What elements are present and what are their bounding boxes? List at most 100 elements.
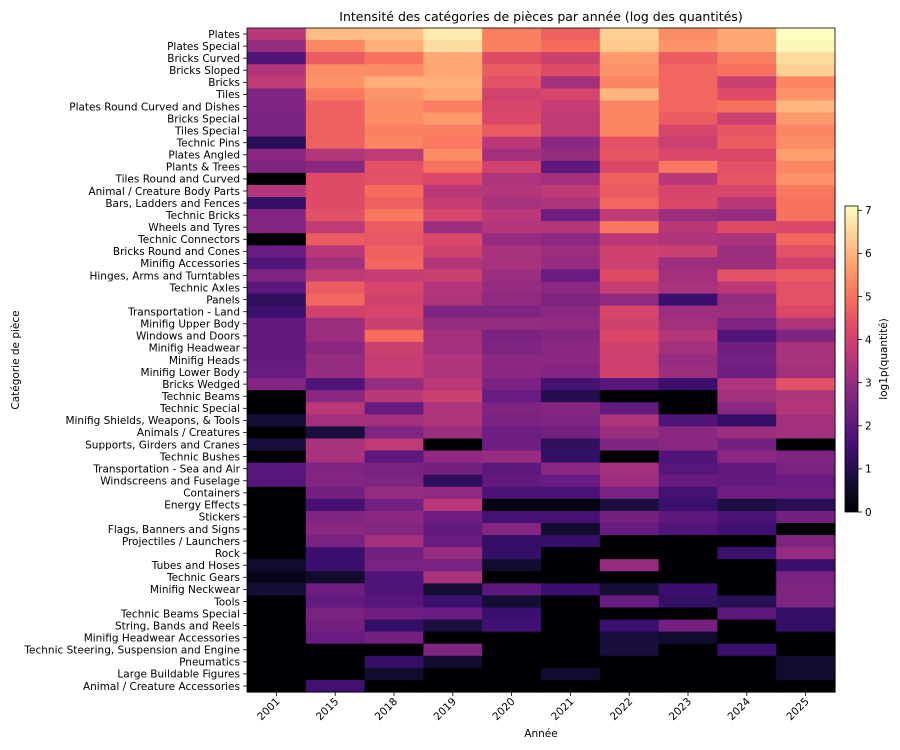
heatmap-cell: [423, 172, 483, 186]
heatmap-cell: [599, 245, 660, 258]
heatmap-cell: [541, 426, 601, 440]
heatmap-cell: [658, 112, 718, 126]
heatmap-cell: [599, 571, 660, 584]
heatmap-cell: [599, 124, 660, 138]
y-tick-label: Flags, Banners and Signs: [108, 524, 240, 536]
heatmap-cell: [482, 209, 542, 222]
heatmap-cell: [717, 40, 777, 53]
heatmap-cell: [247, 486, 307, 500]
heatmap-cell: [247, 559, 307, 572]
heatmap-cell: [247, 221, 307, 234]
heatmap-cell: [247, 293, 307, 307]
heatmap-cell: [541, 257, 601, 271]
heatmap-cell: [423, 607, 483, 621]
chart-title: Intensité des catégories de pièces par a…: [339, 9, 742, 24]
heatmap-cell: [658, 450, 718, 464]
heatmap-cell: [658, 426, 718, 440]
heatmap-cell: [717, 28, 777, 41]
heatmap-cell: [776, 390, 836, 403]
heatmap-cell: [423, 160, 483, 174]
x-tick-label: 2001: [255, 696, 282, 723]
heatmap-cell: [717, 197, 777, 210]
y-tick-label: Energy Effects: [164, 500, 240, 512]
heatmap-cell: [423, 426, 483, 440]
heatmap-cell: [423, 329, 483, 343]
heatmap-cell: [423, 209, 483, 222]
heatmap-cell: [482, 341, 542, 355]
heatmap-cell: [776, 341, 836, 355]
heatmap-cell: [776, 112, 836, 126]
heatmap-cell: [599, 293, 660, 307]
heatmap-cell: [364, 305, 424, 319]
heatmap-cell: [247, 100, 307, 114]
heatmap-cell: [599, 148, 660, 162]
heatmap-cell: [247, 426, 307, 440]
heatmap-cell: [717, 136, 777, 150]
heatmap-cell: [305, 269, 366, 283]
heatmap-cell: [717, 172, 777, 186]
y-tick-label: Transportation - Land: [127, 307, 240, 319]
heatmap-cell: [658, 583, 718, 597]
heatmap-cell: [776, 305, 836, 319]
y-tick-label: Bars, Ladders and Fences: [105, 198, 240, 210]
heatmap-cell: [658, 160, 718, 174]
heatmap-cell: [482, 293, 542, 307]
heatmap-cell: [482, 450, 542, 464]
heatmap-cell: [658, 245, 718, 258]
y-tick-label: Containers: [183, 488, 240, 500]
heatmap-cell: [247, 643, 307, 657]
heatmap-cell: [717, 547, 777, 560]
heatmap-cell: [541, 607, 601, 621]
heatmap-cell: [482, 462, 542, 476]
heatmap-cell: [717, 438, 777, 452]
heatmap-cell: [599, 112, 660, 126]
heatmap-cell: [599, 607, 660, 621]
heatmap-cell: [305, 474, 366, 488]
colorbar-axis: 0 1 2 3 4 5 6 7: [858, 205, 872, 519]
heatmap-cell: [717, 148, 777, 162]
heatmap-cell: [482, 353, 542, 367]
heatmap-cell: [541, 390, 601, 403]
y-tick-label: Bricks Special: [167, 113, 240, 125]
y-tick-label: Plates Angled: [168, 150, 240, 162]
heatmap-cell: [776, 221, 836, 234]
y-tick-label: Tiles Round and Curved: [115, 174, 241, 186]
heatmap-cell: [717, 402, 777, 415]
heatmap-cell: [658, 486, 718, 500]
y-tick-label: Projectiles / Launchers: [122, 536, 240, 548]
heatmap-cell: [364, 522, 424, 536]
heatmap-cell: [305, 414, 366, 427]
heatmap-cell: [776, 667, 836, 681]
x-axis: 2001 2015 2018 2019 2020 2021 2022 2023 2024 2025: [255, 692, 812, 723]
heatmap-cell: [541, 498, 601, 512]
heatmap-cell: [599, 269, 660, 283]
heatmap-cell: [717, 414, 777, 427]
heatmap-cell: [423, 438, 483, 452]
heatmap-cell: [364, 607, 424, 621]
heatmap-cell: [658, 571, 718, 584]
heatmap-cell: [364, 679, 424, 693]
heatmap-cell: [364, 619, 424, 633]
heatmap-cell: [247, 172, 307, 186]
heatmap-cell: [305, 124, 366, 138]
heatmap-cell: [717, 64, 777, 77]
heatmap-cell: [247, 655, 307, 669]
y-tick-label: Minifig Accessories: [140, 258, 240, 270]
heatmap-cell: [364, 486, 424, 500]
heatmap-cell: [364, 233, 424, 246]
y-tick-label: Plates: [208, 29, 240, 41]
y-tick-label: Tiles Special: [174, 125, 240, 137]
heatmap-cell: [599, 136, 660, 150]
heatmap-cell: [658, 378, 718, 391]
heatmap-cell: [541, 124, 601, 138]
colorbar-tick-label: 1: [865, 464, 872, 476]
heatmap-cell: [423, 40, 483, 53]
heatmap-cell: [599, 317, 660, 331]
heatmap-cell: [305, 52, 366, 65]
heatmap-cell: [482, 52, 542, 65]
heatmap-cell: [247, 607, 307, 621]
heatmap-cell: [658, 414, 718, 427]
y-tick-label: Technic Steering, Suspension and Engine: [23, 645, 240, 657]
heatmap-cell: [776, 366, 836, 379]
heatmap-cell: [482, 474, 542, 488]
